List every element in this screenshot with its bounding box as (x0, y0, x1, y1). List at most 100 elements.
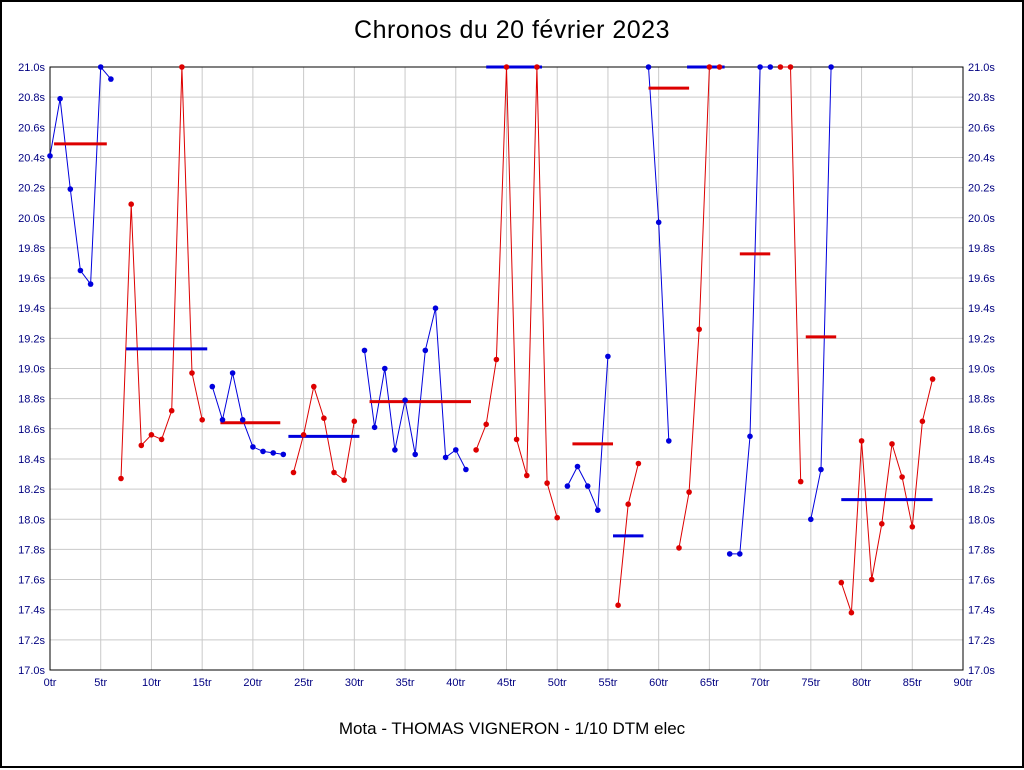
lap-point-blue (422, 347, 429, 354)
lap-point-red (838, 579, 845, 586)
lap-point-red (686, 489, 692, 495)
y-tick-label-left: 21.0s (18, 62, 45, 74)
y-tick-label-right: 19.6s (968, 273, 995, 285)
lap-point-red (473, 447, 479, 453)
lap-point-blue (645, 64, 652, 70)
lap-point-blue (666, 438, 672, 444)
lap-point-red (676, 545, 682, 551)
lap-point-blue (280, 451, 287, 458)
y-tick-label-left: 18.2s (18, 484, 45, 496)
lap-point-red (899, 474, 905, 480)
lap-point-red (158, 436, 165, 443)
lap-point-red (300, 432, 307, 438)
y-tick-label-left: 19.4s (18, 303, 45, 315)
y-tick-label-right: 17.0s (968, 665, 995, 677)
lap-point-blue (828, 64, 834, 70)
lap-point-red (848, 609, 855, 616)
lap-point-red (716, 64, 723, 70)
lap-point-blue (584, 483, 591, 489)
chart-title: Chronos du 20 février 2023 (354, 16, 670, 44)
lap-point-blue (747, 433, 753, 440)
lap-point-red (199, 417, 205, 423)
lap-point-blue (67, 186, 74, 192)
y-tick-label-right: 20.6s (968, 122, 995, 134)
y-tick-label-right: 18.6s (968, 424, 995, 436)
x-tick-label: 5tr (94, 677, 107, 689)
x-tick-label: 50tr (548, 677, 567, 689)
lap-line-blue (211, 372, 284, 455)
y-tick-label-left: 19.2s (18, 333, 45, 345)
y-tick-label-right: 19.4s (968, 303, 995, 315)
lap-point-blue (818, 466, 824, 473)
lap-point-blue (47, 153, 53, 159)
chart-footer: Mota - THOMAS VIGNERON - 1/10 DTM elec (338, 719, 686, 738)
lap-point-blue (808, 516, 814, 523)
lap-point-blue (726, 551, 733, 557)
y-tick-label-right: 18.0s (968, 514, 995, 526)
lap-point-blue (595, 507, 601, 513)
lap-point-red (868, 576, 875, 583)
lap-point-red (493, 356, 500, 363)
lap-point-red (513, 436, 520, 443)
lap-line-red (678, 66, 720, 548)
lap-point-red (858, 438, 865, 444)
y-tick-label-left: 19.8s (18, 243, 45, 255)
lap-point-red (615, 602, 621, 608)
y-tick-label-right: 19.2s (968, 333, 995, 345)
lap-point-blue (432, 305, 439, 312)
lap-point-red (797, 478, 804, 485)
y-tick-label-right: 18.4s (968, 454, 995, 466)
y-tick-label-right: 17.8s (968, 544, 995, 556)
lap-point-red (889, 441, 895, 447)
x-tick-label: 20tr (243, 677, 262, 689)
x-tick-label: 60tr (649, 677, 668, 689)
lap-point-blue (219, 417, 226, 423)
lap-line-red (120, 66, 203, 479)
lap-point-red (290, 469, 297, 476)
lap-point-red (534, 64, 540, 70)
lap-point-red (179, 64, 185, 70)
y-tick-label-left: 20.4s (18, 152, 45, 164)
y-tick-label-right: 17.2s (968, 635, 995, 647)
x-tick-label: 30tr (345, 677, 364, 689)
lap-point-blue (97, 64, 104, 70)
lap-point-blue (382, 365, 388, 372)
lap-point-blue (361, 347, 368, 354)
y-tick-label-right: 19.0s (968, 364, 995, 376)
lap-point-red (787, 64, 794, 70)
lap-point-blue (209, 383, 216, 390)
lap-point-red (706, 64, 713, 70)
lap-point-red (341, 477, 348, 483)
lap-point-red (635, 460, 642, 467)
lap-point-blue (402, 397, 408, 404)
lap-point-red (148, 432, 155, 438)
lap-point-blue (239, 417, 246, 423)
y-tick-label-left: 17.0s (18, 665, 45, 677)
x-tick-label: 40tr (446, 677, 465, 689)
lap-point-red (503, 64, 510, 70)
lap-point-red (189, 370, 195, 376)
lap-point-red (118, 475, 124, 482)
lap-point-blue (655, 219, 662, 226)
y-tick-label-left: 18.4s (18, 454, 45, 466)
lap-point-red (331, 469, 337, 476)
y-tick-label-left: 20.8s (18, 92, 45, 104)
lap-line-blue (729, 66, 771, 555)
lap-point-blue (574, 463, 581, 470)
lap-point-blue (605, 353, 611, 360)
y-tick-label-right: 19.8s (968, 243, 995, 255)
lap-point-blue (57, 95, 63, 102)
x-tick-label: 45tr (497, 677, 516, 689)
lap-point-blue (392, 447, 398, 453)
lap-point-red (554, 514, 560, 521)
y-tick-label-left: 17.2s (18, 635, 45, 647)
lap-point-blue (442, 454, 449, 461)
lap-line-red (840, 378, 934, 613)
lap-point-blue (757, 64, 763, 70)
y-tick-label-right: 20.0s (968, 213, 995, 225)
y-tick-label-left: 18.6s (18, 424, 45, 436)
lap-point-red (777, 64, 784, 70)
x-tick-label: 65tr (700, 677, 719, 689)
x-tick-label: 15tr (193, 677, 212, 689)
